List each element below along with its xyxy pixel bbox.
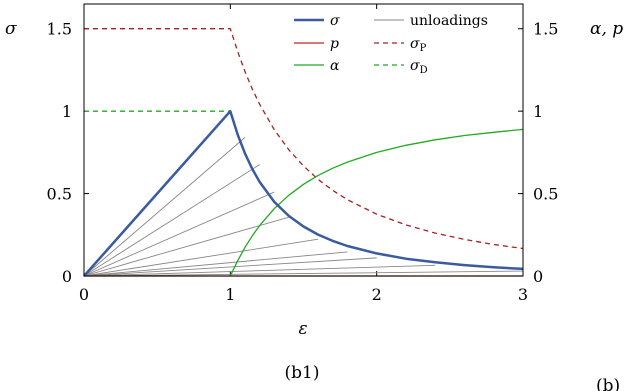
legend-label-unloadings: unloadings — [410, 13, 488, 29]
series-lines — [83, 28, 524, 277]
unloading-line — [83, 257, 377, 277]
legend-label-sigma-d-main: σ — [410, 58, 420, 74]
left-y-tick-label: 1 — [62, 102, 72, 121]
x-axis-label: ε — [298, 319, 307, 339]
legend-label-sigma-d-sub: D — [420, 65, 428, 76]
series-line-alpha — [229, 128, 524, 277]
legend: σ unloadings p σP α σD — [294, 13, 488, 76]
plot-frame — [83, 3, 524, 277]
legend-entry-sigma-p: σP — [374, 36, 427, 54]
figure-caption: (b1) — [285, 363, 320, 383]
legend-label-sigma: σ — [330, 13, 340, 29]
legend-label-sigma-p-main: σ — [410, 36, 420, 52]
unloading-line — [83, 251, 348, 277]
unloading-line — [83, 191, 275, 277]
unloading-line — [83, 238, 319, 277]
unloading-line — [83, 216, 289, 277]
x-tick-label: 1 — [225, 285, 235, 304]
figure-corner-label: (b) — [596, 376, 620, 391]
legend-label-sigma-d: σD — [410, 58, 428, 76]
left-y-tick-label: 1.5 — [47, 20, 72, 39]
unloading-line — [83, 264, 436, 277]
legend-label-alpha: α — [330, 58, 340, 74]
x-tick-label: 0 — [79, 285, 89, 304]
legend-entry-p: p — [294, 36, 339, 52]
unloading-line — [83, 137, 246, 277]
unloading-line — [83, 270, 524, 277]
unloading-lines — [83, 137, 524, 277]
legend-entry-unloadings: unloadings — [374, 13, 488, 29]
left-y-tick-label: 0 — [62, 267, 72, 286]
left-axis-label: σ — [5, 19, 17, 39]
right-y-tick-label: 0 — [533, 267, 543, 286]
legend-entry-alpha: α — [294, 58, 340, 74]
legend-label-p: p — [330, 36, 339, 52]
series-line-sigma — [83, 109, 524, 277]
unloading-line — [83, 164, 260, 277]
right-y-tick-label: 1 — [533, 102, 543, 121]
series-line-sigmaP — [84, 28, 524, 250]
left-y-tick-label: 0.5 — [47, 185, 72, 204]
right-axis-label: α, p — [590, 19, 623, 39]
x-tick-label: 3 — [518, 285, 528, 304]
legend-label-sigma-p: σP — [410, 36, 427, 54]
legend-entry-sigma-d: σD — [374, 58, 428, 76]
x-tick-label: 2 — [372, 285, 382, 304]
legend-entry-sigma: σ — [294, 13, 340, 29]
legend-label-sigma-p-sub: P — [420, 43, 427, 54]
right-y-tick-label: 0.5 — [533, 185, 558, 204]
right-y-tick-label: 1.5 — [533, 20, 558, 39]
